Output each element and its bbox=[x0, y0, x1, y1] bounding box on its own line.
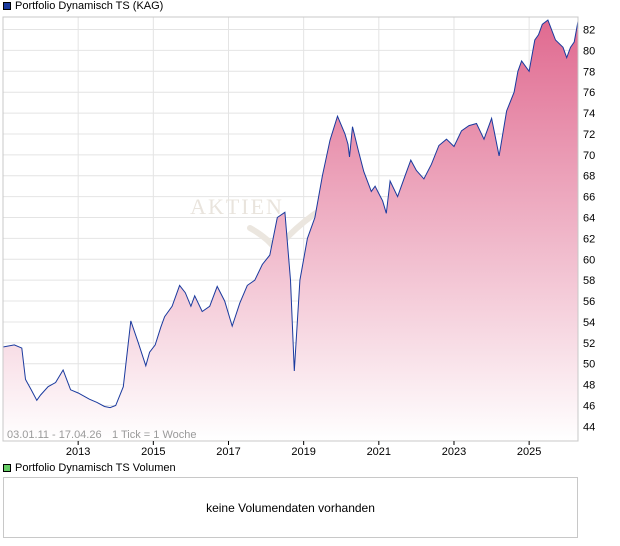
x-tick-label: 2015 bbox=[141, 446, 165, 458]
x-tick-label: 2023 bbox=[442, 446, 466, 458]
x-tick-label: 2025 bbox=[517, 446, 541, 458]
date-range-note: 03.01.11 - 17.04.26 bbox=[7, 429, 102, 441]
price-legend-swatch bbox=[3, 2, 11, 10]
y-tick-label: 70 bbox=[583, 150, 595, 162]
x-tick-label: 2013 bbox=[66, 446, 90, 458]
y-tick-label: 76 bbox=[583, 87, 595, 99]
y-tick-label: 56 bbox=[583, 296, 595, 308]
y-tick-label: 82 bbox=[583, 25, 595, 37]
y-tick-label: 66 bbox=[583, 192, 595, 204]
y-tick-label: 80 bbox=[583, 45, 595, 57]
x-tick-label: 2021 bbox=[367, 446, 391, 458]
volume-panel: keine Volumendaten vorhanden bbox=[3, 477, 578, 538]
y-tick-label: 74 bbox=[583, 108, 595, 120]
y-tick-label: 52 bbox=[583, 338, 595, 350]
x-tick-label: 2017 bbox=[216, 446, 240, 458]
volume-legend-label: Portfolio Dynamisch TS Volumen bbox=[15, 462, 176, 474]
y-tick-label: 60 bbox=[583, 254, 595, 266]
y-tick-label: 78 bbox=[583, 66, 595, 78]
price-line bbox=[3, 19, 578, 409]
y-tick-label: 50 bbox=[583, 359, 595, 371]
y-tick-label: 48 bbox=[583, 380, 595, 392]
price-legend-label: Portfolio Dynamisch TS (KAG) bbox=[15, 0, 164, 12]
y-tick-label: 68 bbox=[583, 171, 595, 183]
volume-empty-message: keine Volumendaten vorhanden bbox=[206, 501, 375, 515]
y-tick-label: 62 bbox=[583, 233, 595, 245]
y-tick-label: 72 bbox=[583, 129, 595, 141]
y-tick-label: 44 bbox=[583, 421, 595, 433]
y-tick-label: 54 bbox=[583, 317, 595, 329]
watermark: AKTIEN bbox=[190, 194, 284, 219]
y-tick-label: 46 bbox=[583, 400, 595, 412]
tick-info-note: 1 Tick = 1 Woche bbox=[112, 429, 196, 441]
price-legend: Portfolio Dynamisch TS (KAG) bbox=[3, 0, 163, 12]
volume-legend: Portfolio Dynamisch TS Volumen bbox=[3, 462, 176, 474]
x-axis: 2013 2015 2017 2019 2021 2023 2025 bbox=[66, 441, 541, 458]
y-axis: 44 46 48 50 52 54 56 58 60 62 64 66 68 70 72 74 76 78 80 82 bbox=[583, 25, 595, 434]
plot-frame bbox=[2, 16, 579, 442]
volume-legend-swatch bbox=[3, 464, 11, 472]
price-area bbox=[3, 20, 578, 441]
y-tick-label: 64 bbox=[583, 213, 595, 225]
x-tick-label: 2019 bbox=[291, 446, 315, 458]
y-tick-label: 58 bbox=[583, 275, 595, 287]
